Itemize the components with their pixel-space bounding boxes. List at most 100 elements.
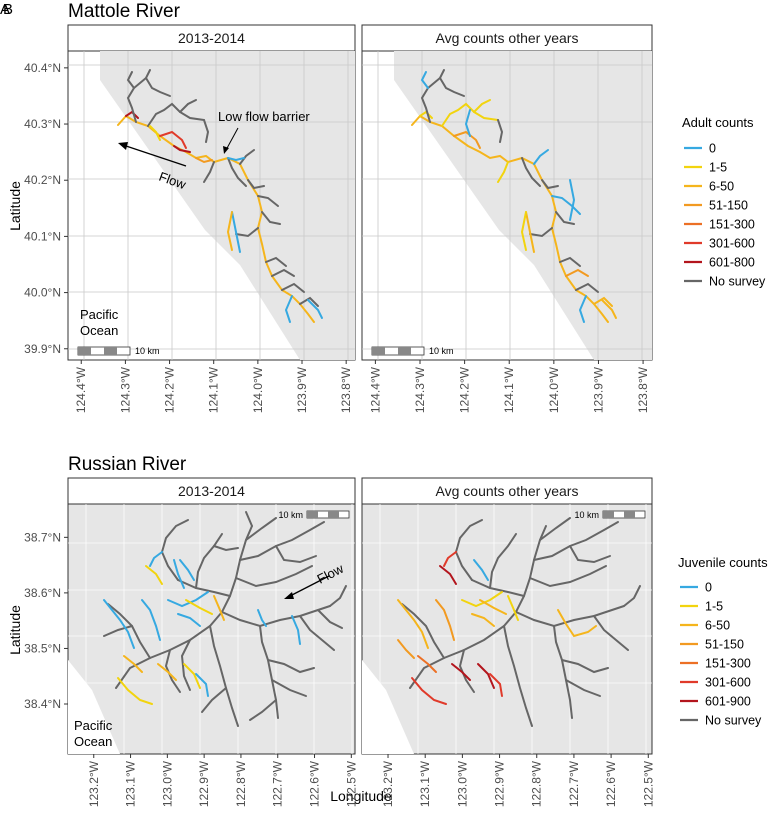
russian-xlabel: Longitude: [330, 788, 392, 804]
russian-ocean-left: [68, 660, 120, 754]
russian-x-ticks-left: 123.2°W 123.1°W 123.0°W 122.9°W 122.8°W 122.7…: [87, 754, 358, 807]
mattole-legend-title: Adult counts: [682, 115, 754, 130]
x-tick-label: 122.9°W: [493, 760, 507, 807]
x-tick-label: 122.5°W: [641, 760, 655, 807]
mattole-scale-right: 10 km: [371, 346, 454, 356]
x-tick-label: 123.2°W: [87, 760, 101, 807]
y-tick-label: 39.9°N: [24, 342, 61, 356]
svg-text:10 km: 10 km: [429, 346, 454, 356]
x-tick-label: 124.0°W: [547, 366, 561, 413]
x-tick-label: 123.1°W: [418, 760, 432, 807]
russian-legend-title: Juvenile counts: [678, 555, 768, 570]
legend-label: 301-600: [705, 676, 751, 690]
legend-label: 0: [705, 581, 712, 595]
russian-panel-left: 10 km Pacific Ocean: [67, 503, 356, 755]
russian-strip-left-label: 2013-2014: [178, 483, 245, 499]
x-tick-label: 123.9°W: [295, 366, 309, 413]
x-tick-label: 122.6°W: [308, 760, 322, 807]
mattole-y-ticks: 40.4°N 40.3°N 40.2°N 40.1°N 40.0°N 39.9°N: [24, 61, 68, 356]
x-tick-label: 123.0°W: [455, 760, 469, 807]
y-tick-label: 40.1°N: [24, 229, 61, 243]
panel-letter-b-overlay: B: [3, 1, 13, 18]
legend-label: 301-600: [709, 237, 755, 251]
x-tick-label: 123.8°W: [339, 366, 353, 413]
y-tick-label: 40.2°N: [24, 173, 61, 187]
x-tick-label: 122.9°W: [197, 760, 211, 807]
svg-text:10 km: 10 km: [278, 510, 303, 520]
y-tick-label: 38.6°N: [24, 586, 61, 600]
y-tick-label: 38.5°N: [24, 641, 61, 655]
y-tick-label: 38.4°N: [24, 697, 61, 711]
legend-label: No survey: [705, 714, 762, 728]
mattole-strip-right: [361, 24, 653, 52]
x-tick-label: 124.4°W: [368, 366, 382, 413]
legend-label: No survey: [709, 275, 766, 289]
y-tick-label: 40.3°N: [24, 117, 61, 131]
low-flow-barrier-label: Low flow barrier: [218, 109, 310, 124]
x-tick-label: 122.6°W: [604, 760, 618, 807]
x-tick-label: 122.7°W: [567, 760, 581, 807]
mattole-ocean-line1: Pacific: [80, 307, 119, 322]
russian-strip-right-label: Avg counts other years: [436, 483, 579, 499]
legend-label: 151-300: [709, 218, 755, 232]
x-tick-label: 123.1°W: [124, 760, 138, 807]
mattole-rivers-left: [117, 69, 323, 323]
mattole-x-ticks-left: 124.4°W 124.3°W 124.2°W 124.1°W 124.0°W 123.9…: [74, 360, 353, 413]
svg-text:10 km: 10 km: [135, 346, 160, 356]
legend-label: 51-150: [705, 638, 744, 652]
x-tick-label: 124.3°W: [118, 366, 132, 413]
legend-label: 6-50: [705, 619, 730, 633]
x-tick-label: 124.1°W: [207, 366, 221, 413]
russian-flow-arrow: [289, 575, 330, 597]
mattole-rivers-right: [411, 69, 617, 323]
russian-ylabel: Latitude: [7, 605, 23, 655]
mattole-scale-left: 10 km: [77, 346, 160, 356]
mattole-x-ticks-right: 124.4°W 124.3°W 124.2°W 124.1°W 124.0°W 123.9…: [368, 360, 650, 413]
mattole-ylabel: Latitude: [7, 181, 23, 231]
x-tick-label: 124.0°W: [251, 366, 265, 413]
flow-arrow: [125, 145, 187, 167]
legend-label: 601-900: [705, 695, 751, 709]
mattole-strip-left-label: 2013-2014: [178, 30, 245, 46]
mattole-panel-right: 10 km: [361, 50, 653, 361]
mattole-land-left: [100, 51, 355, 360]
legend-label: 601-800: [709, 256, 755, 270]
x-tick-label: 123.8°W: [636, 366, 650, 413]
x-tick-label: 122.7°W: [271, 760, 285, 807]
legend-label: 6-50: [709, 180, 734, 194]
mattole-strip-right-label: Avg counts other years: [436, 30, 579, 46]
panel-letter-a: A: [0, 1, 10, 18]
x-tick-label: 124.4°W: [74, 366, 88, 413]
mattole-ocean-line2: Ocean: [80, 323, 118, 338]
russian-y-ticks: 38.7°N 38.6°N 38.5°N 38.4°N: [24, 530, 68, 711]
russian-ocean-line1: Pacific: [74, 718, 113, 733]
legend-label: 0: [709, 142, 716, 156]
x-tick-label: 124.2°W: [458, 366, 472, 413]
x-tick-label: 124.3°W: [413, 366, 427, 413]
russian-ocean-line2: Ocean: [74, 734, 112, 749]
barrier-arrow: [225, 127, 239, 151]
legend-label: 151-300: [705, 657, 751, 671]
svg-text:10 km: 10 km: [574, 510, 599, 520]
mattole-legend: 0 1-5 6-50 51-150 151-300 301-600 601-800 No su…: [684, 142, 766, 289]
russian-rivers-right: [397, 517, 641, 727]
mattole-panel-left: 10 km Pacific Ocean Low flow barrier Flo…: [67, 50, 356, 361]
x-tick-label: 123.9°W: [591, 366, 605, 413]
x-tick-label: 124.2°W: [163, 366, 177, 413]
russian-scale-left: 10 km: [278, 510, 350, 520]
x-tick-label: 122.5°W: [344, 760, 358, 807]
russian-panel-right: 10 km Flow: [284, 503, 653, 755]
russian-strip-right: [361, 477, 653, 505]
russian-title: Russian River: [68, 454, 187, 475]
russian-legend: 0 1-5 6-50 51-150 151-300 301-600 601-900 No su…: [680, 581, 762, 728]
legend-label: 1-5: [705, 600, 723, 614]
x-tick-label: 122.8°W: [530, 760, 544, 807]
russian-scale-right: 10 km: [574, 510, 646, 520]
legend-label: 51-150: [709, 199, 748, 213]
x-tick-label: 123.2°W: [381, 760, 395, 807]
y-tick-label: 40.0°N: [24, 286, 61, 300]
x-tick-label: 122.8°W: [234, 760, 248, 807]
y-tick-label: 40.4°N: [24, 61, 61, 75]
russian-x-ticks-right: 123.2°W 123.1°W 123.0°W 122.9°W 122.8°W 122.7…: [381, 754, 655, 807]
